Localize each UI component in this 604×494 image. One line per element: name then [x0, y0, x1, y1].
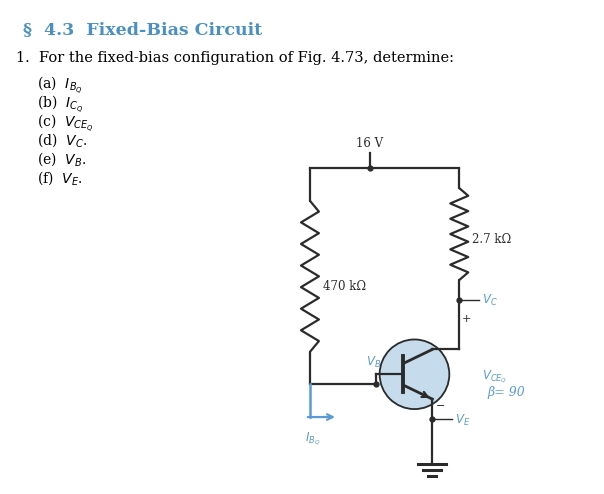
- Text: (e)  $V_B$.: (e) $V_B$.: [37, 151, 86, 168]
- Text: 470 kΩ: 470 kΩ: [323, 280, 366, 293]
- Text: −: −: [435, 401, 445, 411]
- Text: $V_{CE_Q}$: $V_{CE_Q}$: [482, 368, 507, 384]
- Text: (a)  $I_{B_Q}$: (a) $I_{B_Q}$: [37, 75, 83, 96]
- Text: 2.7 kΩ: 2.7 kΩ: [472, 233, 512, 246]
- Text: (d)  $V_C$.: (d) $V_C$.: [37, 132, 88, 150]
- Text: (f)  $V_E$.: (f) $V_E$.: [37, 169, 83, 187]
- Text: $I_{B_Q}$: $I_{B_Q}$: [305, 430, 320, 447]
- Text: (c)  $V_{CE_Q}$: (c) $V_{CE_Q}$: [37, 113, 94, 134]
- Text: 16 V: 16 V: [356, 136, 384, 150]
- Text: (b)  $I_{C_Q}$: (b) $I_{C_Q}$: [37, 94, 84, 115]
- Text: §  4.3  Fixed-Bias Circuit: § 4.3 Fixed-Bias Circuit: [24, 21, 263, 38]
- Text: β= 90: β= 90: [487, 386, 525, 399]
- Text: $V_B$: $V_B$: [366, 355, 381, 370]
- Text: +: +: [462, 314, 472, 324]
- Text: $V_E$: $V_E$: [455, 412, 471, 428]
- Text: 1.  For the fixed-bias configuration of Fig. 4.73, determine:: 1. For the fixed-bias configuration of F…: [16, 51, 454, 65]
- Circle shape: [380, 339, 449, 409]
- Text: $V_C$: $V_C$: [482, 293, 498, 308]
